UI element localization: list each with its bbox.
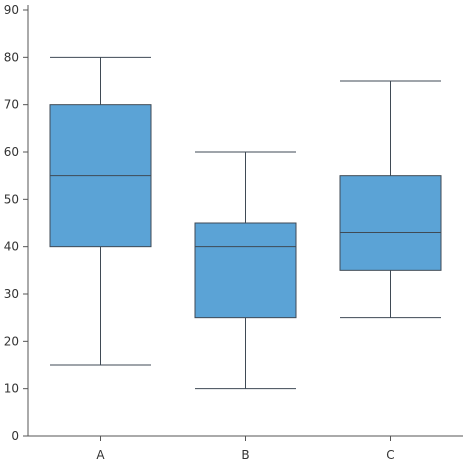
y-tick-label: 60 [4,145,19,159]
x-tick-label: C [386,448,394,462]
box-a [49,56,152,366]
y-tick-label: 50 [4,192,19,206]
x-tick-label: B [241,448,249,462]
y-tick-label: 90 [4,3,19,17]
x-axis: A B C [28,435,463,462]
box-b [194,151,297,390]
boxes [49,56,442,390]
iqr-box [194,222,297,319]
y-tick-label: 80 [4,50,19,64]
y-tick-label: 0 [11,429,19,443]
y-tick-label: 30 [4,287,19,301]
x-tick-label: A [96,448,105,462]
y-tick-label: 40 [4,240,19,254]
y-axis: 0 10 20 30 40 50 60 70 80 90 [4,3,29,443]
y-tick-label: 20 [4,334,19,348]
y-tick-label: 10 [4,382,19,396]
y-tick-label: 70 [4,98,19,112]
iqr-box [339,175,442,271]
box-c [339,80,442,319]
